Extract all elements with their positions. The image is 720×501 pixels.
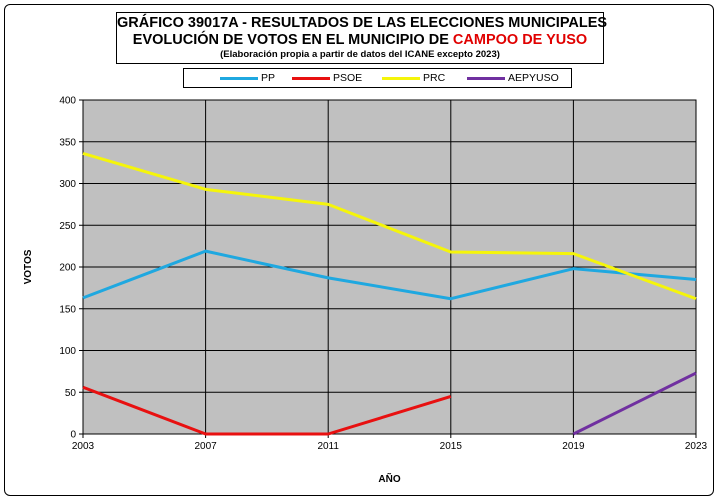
legend-label: PSOE bbox=[333, 72, 363, 84]
legend-swatch bbox=[467, 76, 505, 80]
legend-item-aepyuso: AEPYUSO bbox=[467, 69, 559, 87]
legend-swatch bbox=[292, 76, 330, 80]
chart-legend: PP PSOE PRC AEPYUSO bbox=[183, 68, 572, 88]
y-tick-label: 250 bbox=[59, 221, 76, 232]
legend-label: PP bbox=[261, 72, 276, 84]
y-tick-label: 350 bbox=[59, 137, 76, 148]
legend-item-prc: PRC bbox=[382, 69, 445, 87]
chart-source-note: (Elaboración propia a partir de datos de… bbox=[220, 49, 500, 60]
y-tick-label: 150 bbox=[59, 304, 76, 315]
y-tick-label: 200 bbox=[59, 263, 76, 274]
x-tick-label: 2019 bbox=[562, 441, 585, 452]
x-tick-label: 2015 bbox=[440, 441, 463, 452]
x-tick-label: 2003 bbox=[72, 441, 95, 452]
legend-item-psoe: PSOE bbox=[292, 69, 362, 87]
x-tick-label: 2023 bbox=[685, 441, 708, 452]
chart-title-box: GRÁFICO 39017A - RESULTADOS DE LAS ELECC… bbox=[116, 12, 608, 64]
x-axis-title: AÑO bbox=[378, 472, 400, 485]
y-tick-label: 0 bbox=[70, 430, 76, 441]
series-line-aepyuso bbox=[572, 371, 697, 436]
series-line-pp bbox=[82, 249, 697, 301]
y-axis-title: VOTOS bbox=[23, 249, 34, 284]
chart-title: GRÁFICO 39017A - RESULTADOS DE LAS ELECC… bbox=[117, 15, 608, 31]
legend-label: PRC bbox=[423, 72, 446, 84]
chart-subtitle: EVOLUCIÓN DE VOTOS EN EL MUNICIPIO DE CA… bbox=[117, 32, 603, 49]
series-line-prc bbox=[82, 152, 697, 301]
legend-swatch bbox=[220, 76, 258, 80]
y-tick-label: 400 bbox=[59, 96, 76, 107]
legend-item-pp: PP bbox=[220, 69, 275, 87]
series-line-psoe bbox=[82, 385, 452, 436]
legend-label: AEPYUSO bbox=[508, 72, 559, 84]
municipality-name: CAMPOO DE YUSO bbox=[452, 32, 588, 48]
chart-subtitle-prefix: EVOLUCIÓN DE VOTOS EN EL MUNICIPIO DE bbox=[132, 32, 453, 48]
x-tick-label: 2011 bbox=[317, 441, 339, 452]
y-tick-label: 100 bbox=[59, 346, 76, 357]
y-tick-label: 50 bbox=[65, 388, 77, 399]
x-tick-label: 2007 bbox=[194, 441, 217, 452]
y-tick-label: 300 bbox=[59, 179, 76, 190]
legend-swatch bbox=[382, 76, 420, 80]
